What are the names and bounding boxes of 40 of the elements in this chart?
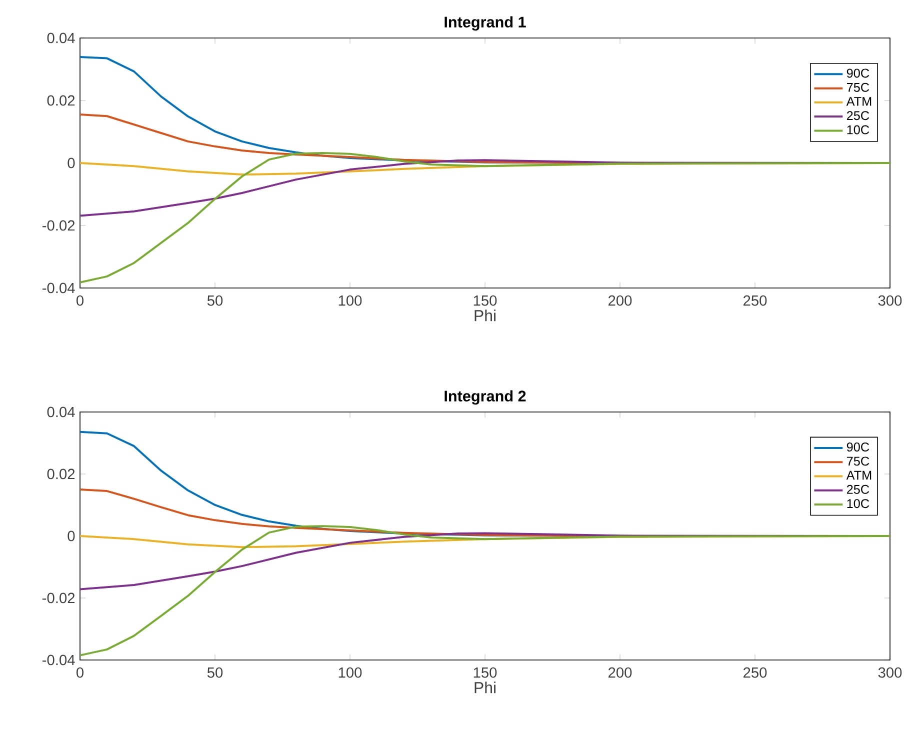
y-tick-label: 0.04 xyxy=(47,406,75,418)
x-tick-label: 50 xyxy=(207,667,223,678)
x-tick-label: 0 xyxy=(76,667,84,678)
chart-title: Integrand 1 xyxy=(444,16,526,31)
legend-label: 10C xyxy=(847,125,870,134)
x-tick-label: 150 xyxy=(474,295,497,306)
legend-label: 90C xyxy=(846,442,870,452)
legend-label: ATM xyxy=(846,470,872,480)
x-tick-label: 200 xyxy=(608,295,632,306)
legend-label: 10C xyxy=(847,499,870,508)
x-tick-label: 150 xyxy=(474,667,497,678)
line-series xyxy=(80,525,890,656)
x-tick-label: 200 xyxy=(608,667,632,678)
line-series xyxy=(80,152,890,284)
x-tick-label: 100 xyxy=(338,295,362,306)
legend-label: 75C xyxy=(846,82,870,92)
chart-title: Integrand 2 xyxy=(444,390,526,405)
x-tick-label: 50 xyxy=(207,295,223,306)
legend-label: 25C xyxy=(846,484,870,494)
y-tick-label: 0.02 xyxy=(47,95,75,106)
x-tick-label: 300 xyxy=(878,667,902,678)
y-tick-label: 0 xyxy=(68,158,75,168)
x-tick-label: 0 xyxy=(76,295,84,306)
y-tick-label: -0.04 xyxy=(42,654,75,666)
y-tick-label: -0.04 xyxy=(42,282,75,294)
y-tick-label: -0.02 xyxy=(42,592,75,604)
y-tick-label: 0.02 xyxy=(47,468,75,480)
x-tick-label: 100 xyxy=(338,667,362,678)
legend-label: ATM xyxy=(846,97,872,106)
x-tick-label: 250 xyxy=(744,295,767,306)
y-tick-label: -0.02 xyxy=(42,220,75,231)
x-axis-title: Phi xyxy=(474,682,496,694)
legend-label: 25C xyxy=(846,111,870,120)
x-axis-title: Phi xyxy=(474,310,496,322)
y-tick-label: 0.04 xyxy=(47,32,75,44)
legend-label: 75C xyxy=(846,456,870,466)
legend-label: 90C xyxy=(846,68,870,78)
x-tick-label: 250 xyxy=(744,667,767,678)
x-tick-label: 300 xyxy=(878,295,902,306)
y-tick-label: 0 xyxy=(68,530,75,542)
